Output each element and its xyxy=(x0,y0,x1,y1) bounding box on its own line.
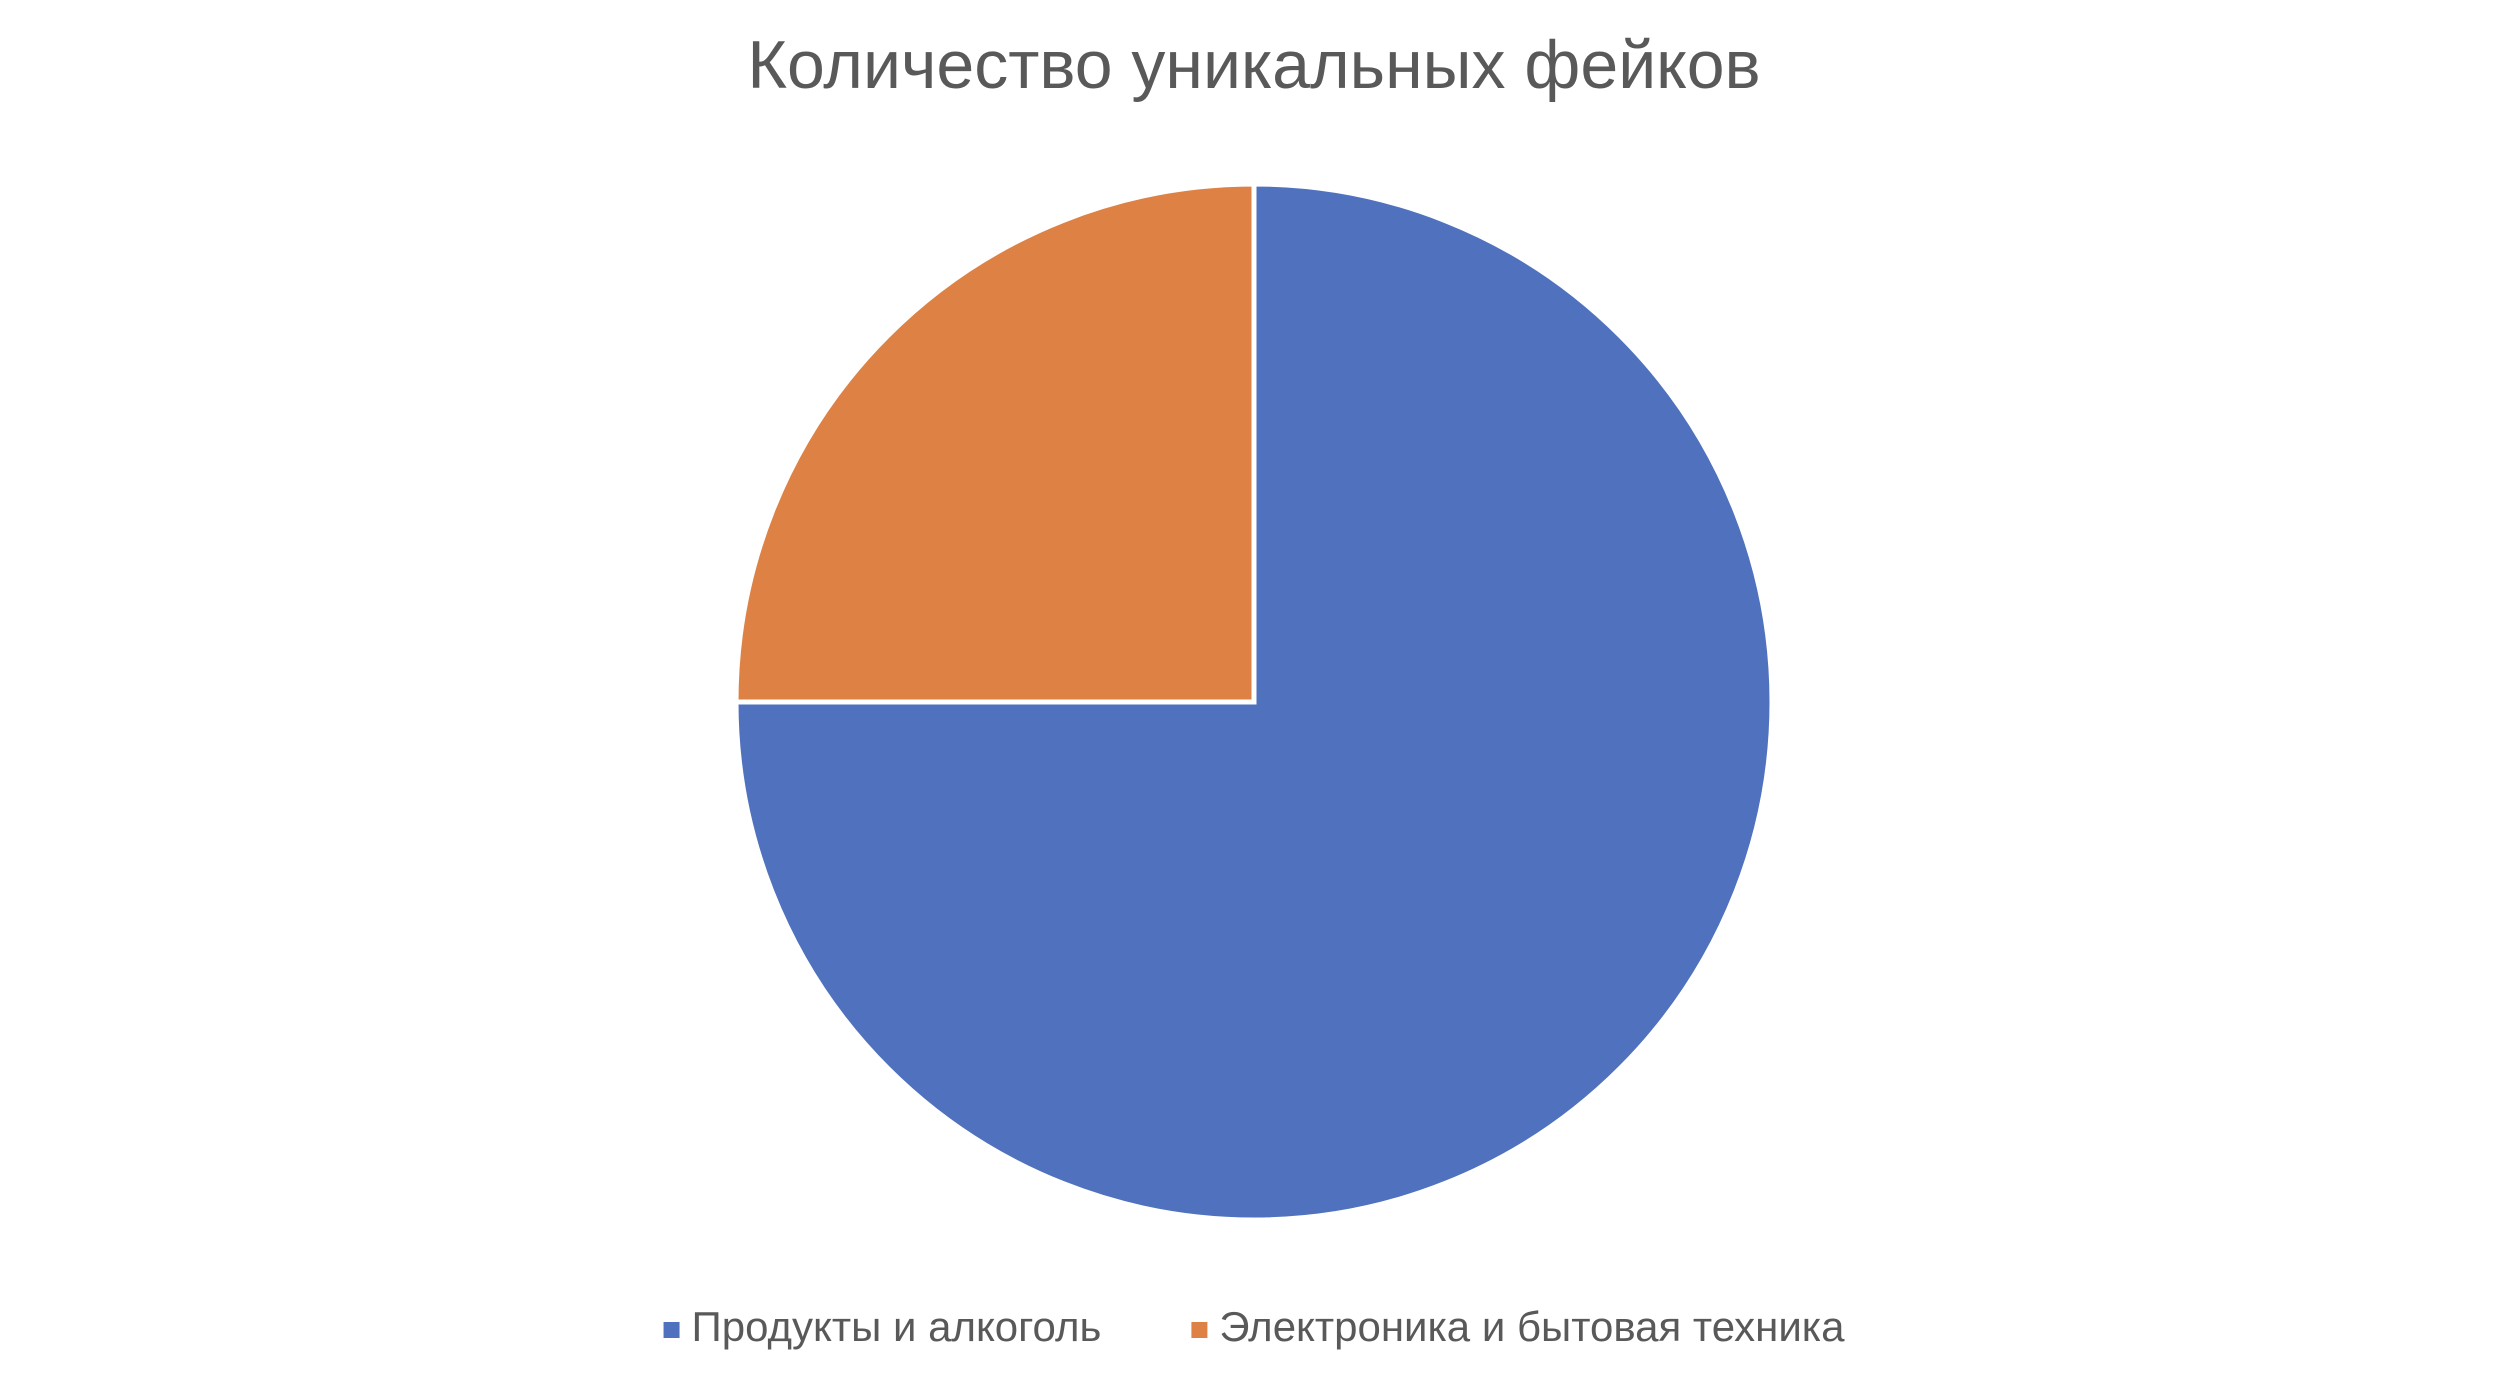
legend-swatch xyxy=(663,1322,680,1338)
pie xyxy=(733,181,1775,1223)
chart-title: Количество уникальных фейков xyxy=(747,27,1760,103)
legend-label: Продукты и алкоголь xyxy=(692,1303,1102,1350)
pie-slice xyxy=(733,181,1257,705)
legend: Продукты и алкоголь Электроника и бытовая… xyxy=(663,1303,1845,1350)
legend-swatch xyxy=(1191,1322,1208,1338)
legend-label: Электроника и бытовая техника xyxy=(1219,1303,1845,1350)
